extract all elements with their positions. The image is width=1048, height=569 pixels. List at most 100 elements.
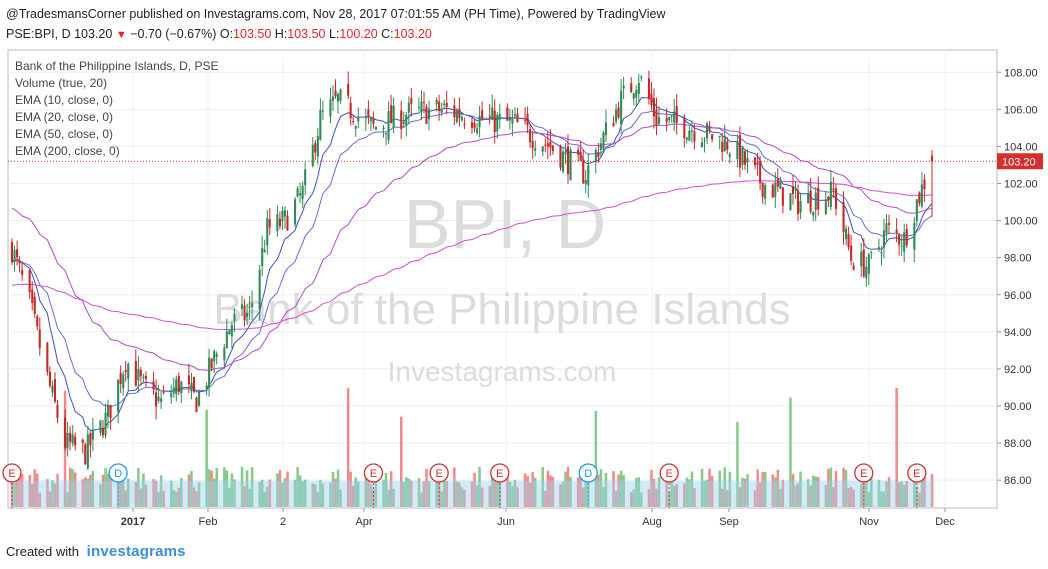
investagrams-logo[interactable]: investagrams xyxy=(86,543,186,560)
candle-body xyxy=(718,136,721,138)
earnings-marker[interactable] xyxy=(490,463,510,483)
candle-body xyxy=(246,312,249,317)
volume-bar xyxy=(690,471,694,507)
volume-bar xyxy=(824,485,828,507)
legend-item[interactable]: Bank of the Philippine Islands, D, PSE xyxy=(15,59,218,73)
volume-bar xyxy=(814,476,817,507)
volume-bar xyxy=(81,479,84,507)
down-arrow-icon: ▼ xyxy=(115,29,127,41)
last-price-tag-label: 103.20 xyxy=(1002,156,1036,168)
created-with-label: Created with xyxy=(6,544,79,559)
volume-bar xyxy=(708,468,711,507)
candle-body xyxy=(690,130,693,132)
volume-bar xyxy=(832,487,835,507)
candle-body xyxy=(81,439,84,443)
y-tick-label: 88.00 xyxy=(1004,438,1032,450)
candle-body xyxy=(761,182,764,197)
volume-bar xyxy=(685,477,689,507)
volume-bar xyxy=(159,475,163,507)
volume-bar xyxy=(250,467,254,507)
legend-item[interactable]: EMA (200, close, 0) xyxy=(15,144,120,158)
last-price-tag-box xyxy=(997,153,1043,170)
volume-bar xyxy=(36,473,39,507)
volume-bar xyxy=(650,470,653,507)
volume-bar xyxy=(905,481,908,507)
volume-bar xyxy=(455,481,459,507)
volume-bar xyxy=(354,477,357,507)
candle-body xyxy=(268,219,271,228)
volume-bar xyxy=(809,485,812,507)
volume-bar xyxy=(614,490,618,507)
candle-body xyxy=(534,148,537,151)
volume-bar xyxy=(283,478,287,507)
earnings-marker[interactable] xyxy=(363,463,384,483)
candle-body xyxy=(496,115,499,132)
legend-item[interactable]: EMA (20, close, 0) xyxy=(15,110,113,124)
volume-bar xyxy=(46,479,49,507)
candle-body xyxy=(364,116,367,119)
volume-bar xyxy=(106,474,110,507)
volume-bar xyxy=(293,479,297,507)
volume-bar xyxy=(726,490,729,507)
volume-bar xyxy=(233,479,236,507)
candle-body xyxy=(48,371,51,386)
volume-bar xyxy=(437,479,441,507)
legend-item[interactable]: EMA (10, close, 0) xyxy=(15,93,113,107)
volume-bar xyxy=(31,483,34,507)
volume-bar xyxy=(286,471,289,507)
volume-bar xyxy=(594,410,598,507)
volume-bar xyxy=(844,470,848,507)
volume-bar xyxy=(384,473,388,507)
volume-bar xyxy=(903,484,906,507)
candle-body xyxy=(526,113,529,126)
x-tick-label: Apr xyxy=(355,516,372,528)
candle-body xyxy=(374,127,377,130)
candle-body xyxy=(31,289,34,303)
candle-body xyxy=(53,379,56,402)
volume-bar xyxy=(177,487,181,507)
candle-body xyxy=(13,250,16,262)
volume-bar xyxy=(139,488,143,507)
candle-body xyxy=(301,185,304,199)
candle-body xyxy=(599,143,602,150)
earnings-marker[interactable] xyxy=(907,463,927,483)
volume-bar xyxy=(213,478,216,507)
symbol-label[interactable]: PSE:BPI, D xyxy=(6,27,71,41)
candle-body xyxy=(551,145,554,152)
y-tick-label: 86.00 xyxy=(1004,475,1032,487)
candle-body xyxy=(180,381,183,394)
candle-body xyxy=(797,190,800,214)
dividend-marker[interactable] xyxy=(108,463,128,483)
volume-bar xyxy=(637,477,641,507)
earnings-marker[interactable] xyxy=(429,463,449,483)
earnings-marker[interactable] xyxy=(854,463,874,483)
watermark-name: Bank of the Philippine Islands xyxy=(213,285,790,334)
volume-bar xyxy=(604,472,608,507)
candle-body xyxy=(294,199,297,225)
candle-body xyxy=(127,363,130,380)
candle-body xyxy=(420,101,423,112)
volume-bar xyxy=(753,490,757,507)
ohlc-line: PSE:BPI, D 103.20 ▼ −0.70 (−0.67%) O:103… xyxy=(6,27,432,41)
candle-body xyxy=(812,211,815,216)
candle-body xyxy=(99,420,102,433)
candle-body xyxy=(331,96,334,101)
candle-body xyxy=(842,202,845,233)
candle-body xyxy=(392,105,395,128)
legend-item[interactable]: EMA (50, close, 0) xyxy=(15,127,113,141)
legend-item[interactable]: Volume (true, 20) xyxy=(15,76,107,90)
candle-body xyxy=(339,89,342,101)
candle-body xyxy=(700,142,703,148)
earnings-marker[interactable] xyxy=(2,463,22,483)
candle-body xyxy=(491,107,494,120)
candle-body xyxy=(635,90,638,98)
volume-bar xyxy=(647,489,651,507)
volume-bar xyxy=(278,470,282,507)
dividend-marker[interactable] xyxy=(578,463,598,483)
earnings-marker[interactable] xyxy=(659,463,679,483)
volume-bar xyxy=(187,474,191,507)
price-chart[interactable]: BPI, D Bank of the Philippine Islands In… xyxy=(0,48,1048,536)
volume-bar xyxy=(480,487,484,507)
candle-body xyxy=(198,391,201,406)
volume-bar xyxy=(559,484,562,507)
